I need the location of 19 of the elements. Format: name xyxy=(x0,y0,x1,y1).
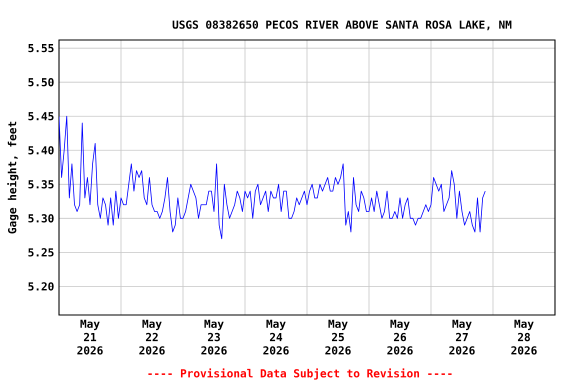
y-tick-label: 5.20 xyxy=(28,282,54,291)
x-tick-label: May 26 2026 xyxy=(387,320,413,355)
x-tick-label: May 27 2026 xyxy=(449,320,475,355)
y-tick-label: 5.30 xyxy=(28,214,54,222)
y-tick-label: 5.25 xyxy=(28,248,54,257)
text: ---- Provisional Data Subject to Revision ---- xyxy=(148,368,452,380)
y-axis-title: Gage height, feet xyxy=(7,122,18,234)
x-tick-label: May 24 2026 xyxy=(263,320,289,355)
y-tick-label: 5.50 xyxy=(28,78,54,86)
x-tick-label: May 21 2026 xyxy=(77,320,103,355)
y-tick-label: 5.35 xyxy=(28,180,54,188)
chart-title: USGS 08382650 PECOS RIVER ABOVE SANTA ROSA LAKE, NM xyxy=(172,20,512,30)
x-tick-label: May 25 2026 xyxy=(325,320,351,355)
x-tick-label: May 23 2026 xyxy=(201,320,227,355)
x-tick-label: May 28 2026 xyxy=(511,320,537,355)
y-tick-label: 5.40 xyxy=(28,146,54,154)
y-tick-label: 5.45 xyxy=(28,112,54,120)
x-tick-label: May 22 2026 xyxy=(139,320,165,355)
y-tick-label: 5.55 xyxy=(28,44,54,52)
